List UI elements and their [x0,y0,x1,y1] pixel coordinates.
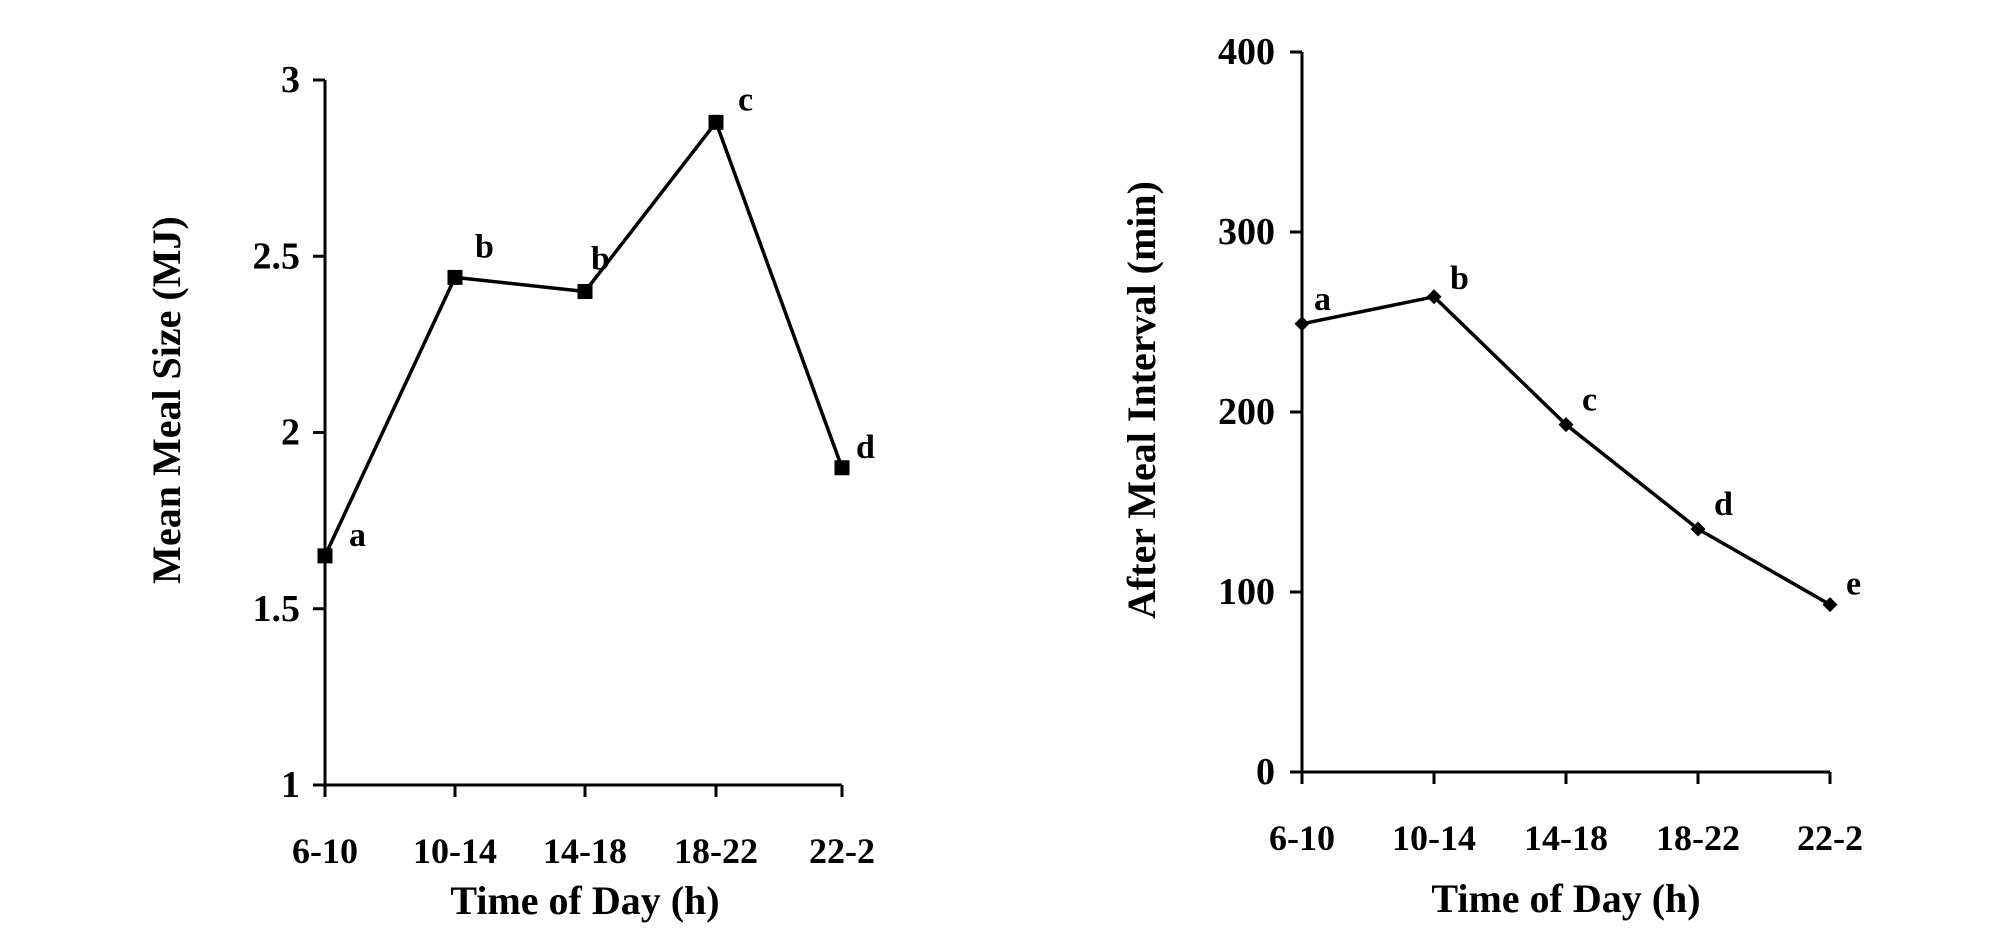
data-point-marker [1558,417,1574,433]
data-point-marker [1690,521,1706,537]
y-tick-label: 200 [1218,391,1275,433]
data-point-marker [317,548,333,564]
y-tick-label: 1 [281,764,300,806]
x-tick-label: 6-10 [292,831,358,871]
x-tick-label: 18-22 [674,831,758,871]
y-tick-label: 1.5 [253,588,301,630]
significance-letter: c [738,81,753,118]
data-point-marker [1294,316,1310,332]
y-axis-title: Mean Meal Size (MJ) [144,216,189,584]
data-point-marker [708,114,724,130]
significance-letter: b [475,228,494,265]
significance-letter: e [1846,566,1861,603]
x-axis-title: Time of Day (h) [450,878,719,923]
significance-letter: b [1450,260,1469,297]
data-point-marker [447,269,463,285]
data-point-marker [1426,289,1442,305]
y-tick-label: 300 [1218,211,1275,253]
y-tick-label: 100 [1218,571,1275,613]
significance-letter: a [1314,281,1331,318]
chart-panel-2: 0 100 200 300 400 6-10 10-14 14-18 18-22 22-2 Time… [1119,31,1863,921]
y-axis-title: After Meal Interval (min) [1119,181,1164,619]
chart-panel-1: 1 1.5 2 2.5 3 6-10 10-14 14-18 18-22 22-2 Time of … [144,59,875,923]
y-tick-label: 2.5 [253,235,301,277]
data-point-marker [577,284,593,299]
significance-letter: b [591,241,610,278]
significance-letter: c [1582,382,1597,419]
x-tick-label: 14-18 [543,831,627,871]
significance-letter: d [856,429,875,466]
significance-letter: a [349,517,366,554]
x-tick-label: 18-22 [1656,818,1740,858]
x-axis-title: Time of Day (h) [1431,876,1700,921]
x-tick-label: 22-2 [1797,818,1863,858]
x-tick-label: 22-2 [809,831,875,871]
y-tick-label: 3 [281,59,300,101]
y-tick-label: 2 [281,412,300,454]
series-line [323,120,844,557]
x-tick-label: 6-10 [1269,818,1335,858]
x-tick-label: 14-18 [1524,818,1608,858]
x-tick-label: 10-14 [413,831,497,871]
y-tick-label: 0 [1256,751,1275,793]
data-point-marker [1822,597,1838,613]
series-line [1301,295,1831,607]
x-tick-label: 10-14 [1392,818,1476,858]
significance-letter: d [1714,486,1733,523]
y-tick-label: 400 [1218,31,1275,73]
data-point-marker [834,460,850,476]
